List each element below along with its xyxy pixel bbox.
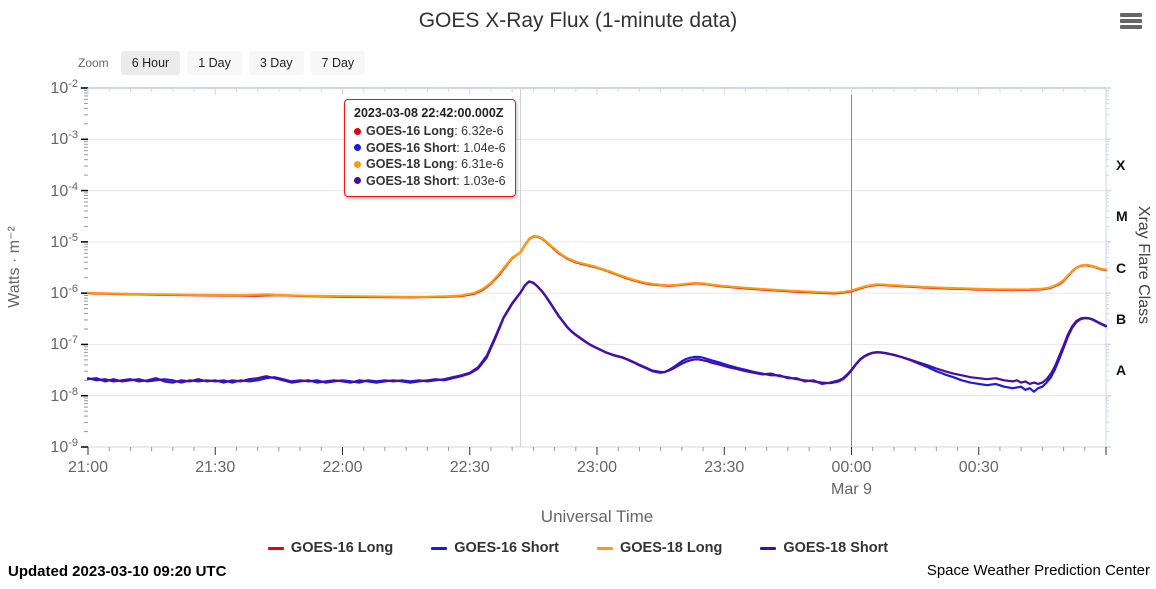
legend-line-icon — [597, 546, 613, 550]
legend-item-goes-16-long[interactable]: GOES-16 Long — [267, 540, 394, 556]
x-axis-tick-label: 00:30 — [958, 459, 999, 476]
legend-item-goes-16-short[interactable]: GOES-16 Short — [431, 540, 559, 556]
tooltip-series-value: : 6.31e-6 — [454, 157, 504, 171]
right-axis-title: Xray Flare Class — [1135, 205, 1152, 325]
series-marker-icon — [354, 144, 361, 152]
tooltip-row: GOES-16 Long: 6.32e-6 — [354, 123, 506, 140]
chart-tooltip: 2023-03-08 22:42:00.000Z GOES-16 Long: 6… — [344, 99, 516, 197]
flare-class-label-a: A — [1116, 362, 1127, 379]
y-axis-title: Watts · m⁻² — [6, 226, 23, 308]
tooltip-timestamp: 2023-03-08 22:42:00.000Z — [354, 106, 504, 120]
y-axis-tick-label: 10-2 — [50, 77, 78, 98]
legend-line-icon — [267, 546, 284, 550]
series-line-goes-18-long[interactable] — [86, 234, 1108, 298]
x-axis-day-label: Mar 9 — [831, 481, 872, 498]
y-axis-tick-label: 10-4 — [50, 180, 78, 200]
tooltip-series-value: : 6.32e-6 — [454, 124, 504, 138]
tooltip-series-name: GOES-18 Short — [366, 173, 457, 188]
x-axis-tick-label: 22:00 — [322, 459, 363, 476]
series-line-goes-18-short[interactable] — [86, 280, 1108, 385]
legend-label: GOES-16 Long — [290, 540, 394, 556]
zoom-label: Zoom — [78, 56, 109, 70]
flare-class-label-x: X — [1116, 156, 1126, 173]
tooltip-row: GOES-16 Short: 1.04e-6 — [354, 140, 506, 157]
legend-label: GOES-18 Short — [783, 540, 889, 556]
x-axis-tick-label: 22:30 — [449, 459, 490, 476]
tooltip-row: GOES-18 Long: 6.31e-6 — [354, 156, 506, 173]
zoom-button-3-day[interactable]: 3 Day — [248, 51, 304, 75]
tooltip-series-name: GOES-16 Long — [366, 124, 455, 138]
series-marker-icon — [354, 177, 361, 185]
series-marker-icon — [354, 160, 361, 168]
zoom-button-7-day[interactable]: 7 Day — [310, 51, 366, 75]
y-axis-tick-label: 10-9 — [50, 436, 78, 457]
x-axis-tick-label: 00:00 — [831, 459, 872, 476]
legend-line-icon — [431, 546, 448, 550]
y-axis-tick-label: 10-5 — [50, 231, 78, 252]
y-axis-tick-label: 10-8 — [50, 385, 78, 405]
tooltip-series-name: GOES-18 Long — [366, 157, 455, 171]
tooltip-series-value: : 1.03e-6 — [456, 173, 506, 188]
range-selector: Zoom 6 Hour 1 Day 3 Day 7 Day — [78, 51, 372, 75]
y-axis-tick-label: 10-6 — [50, 282, 78, 303]
tooltip-series-name: GOES-16 Short — [366, 140, 457, 155]
legend-item-goes-18-long[interactable]: GOES-18 Long — [597, 540, 722, 556]
flare-class-label-c: C — [1116, 259, 1127, 276]
tooltip-series-value: : 1.04e-6 — [456, 140, 506, 155]
plot-area — [80, 87, 1111, 455]
flare-class-label-m: M — [1116, 208, 1128, 225]
updated-timestamp: Updated 2023-03-10 09:20 UTC — [8, 563, 227, 580]
zoom-button-6-hour[interactable]: 6 Hour — [120, 51, 181, 75]
legend-label: GOES-18 Long — [620, 540, 723, 556]
chart-legend: GOES-16 Long GOES-16 Short GOES-18 Long GOE… — [0, 540, 1156, 556]
x-axis-tick-label: 21:00 — [67, 459, 109, 476]
y-axis-tick-label: 10-3 — [50, 129, 78, 149]
y-axis-tick-label: 10-7 — [50, 334, 78, 354]
flare-class-label-b: B — [1116, 310, 1127, 327]
series-line-goes-16-short[interactable] — [86, 280, 1108, 393]
series-marker-icon — [354, 127, 361, 135]
legend-item-goes-18-short[interactable]: GOES-18 Short — [760, 540, 888, 556]
x-axis-tick-label: 23:30 — [704, 459, 745, 476]
zoom-button-1-day[interactable]: 1 Day — [187, 51, 242, 75]
source-credit: Space Weather Prediction Center — [926, 562, 1150, 579]
tooltip-row: GOES-18 Short: 1.03e-6 — [354, 173, 506, 190]
page-title: GOES X-Ray Flux (1-minute data) — [418, 9, 738, 32]
x-axis-tick-label: 23:00 — [576, 459, 618, 476]
hamburger-menu-icon[interactable] — [1120, 13, 1142, 31]
x-axis-tick-label: 21:30 — [195, 459, 236, 476]
legend-label: GOES-16 Short — [454, 540, 559, 556]
x-axis-title: Universal Time — [540, 507, 654, 526]
legend-line-icon — [760, 546, 777, 550]
